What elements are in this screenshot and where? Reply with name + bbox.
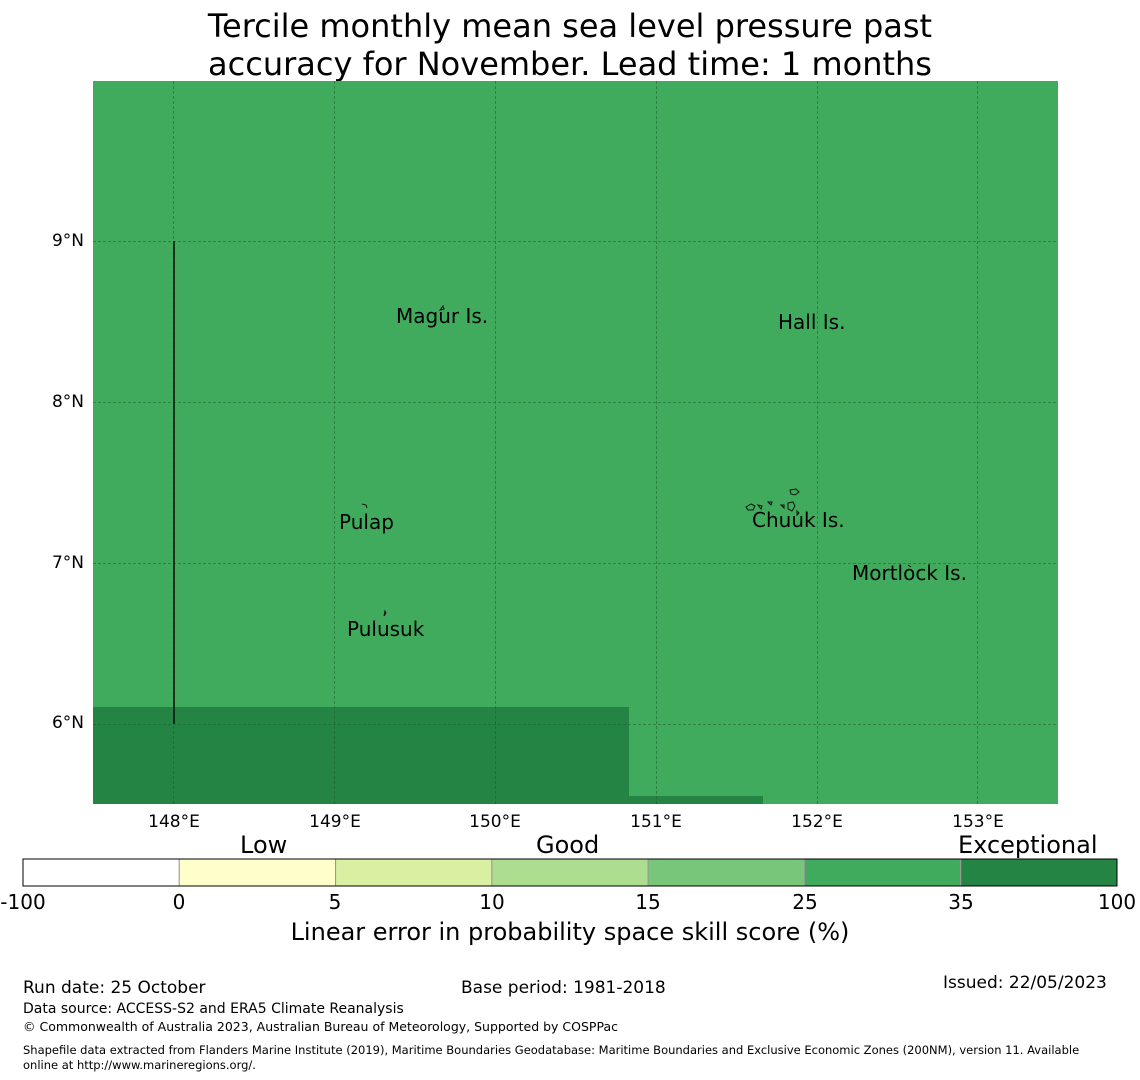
place-label-pulusuk: Pulusuk [347, 617, 425, 641]
skill-field [93, 81, 1058, 804]
island-mortlock [907, 564, 912, 568]
lat-label-7n: 7°N [51, 553, 84, 573]
colorbar-swatch [803, 858, 962, 887]
colorbar-swatch [22, 858, 180, 887]
colorbar-tick: 25 [792, 890, 818, 914]
copyright: © Commonwealth of Australia 2023, Austra… [23, 1019, 618, 1034]
colorbar-frame [22, 858, 1118, 887]
island-magur [438, 304, 445, 311]
exceptional-region [629, 796, 763, 804]
category-low: Low [240, 831, 288, 859]
colorbar-tick: 10 [479, 890, 505, 914]
lon-label-148e: 148°E [148, 812, 200, 832]
chart-title-line1: Tercile monthly mean sea level pressure … [207, 7, 933, 45]
colorbar-tick: 0 [172, 890, 186, 914]
lat-label-9n: 9°N [51, 231, 84, 251]
colorbar-swatch [960, 858, 1118, 887]
colorbar-swatch [178, 858, 337, 887]
exceptional-region [93, 707, 629, 804]
lat-label-8n: 8°N [51, 392, 84, 412]
lon-label-153e: 153°E [952, 812, 1004, 832]
shapefile-credit-line2: online at http://www.marineregions.org/. [23, 1058, 256, 1072]
lon-label-149e: 149°E [309, 812, 361, 832]
colorbar-tick: 5 [328, 890, 342, 914]
run-date: Run date: 25 October [23, 978, 206, 998]
category-good: Good [536, 831, 600, 859]
colorbar-swatch [647, 858, 805, 887]
colorbar-tick: -100 [0, 890, 46, 914]
island-pulap [361, 503, 368, 509]
lon-label-151e: 151°E [630, 812, 682, 832]
colorbar-tick: 15 [635, 890, 661, 914]
colorbar-swatch [335, 858, 493, 887]
lat-label-6n: 6°N [51, 713, 84, 733]
category-exceptional: Exceptional [958, 831, 1098, 859]
data-source: Data source: ACCESS-S2 and ERA5 Climate … [23, 1001, 404, 1017]
island-pulusuk [383, 609, 387, 617]
island-outlines [361, 304, 912, 617]
issued-date: Issued: 22/05/2023 [943, 973, 1107, 993]
place-label-chuuk: Chuuk Is. [752, 508, 845, 532]
place-label-hall: Hall Is. [778, 310, 846, 334]
place-label-magur: Magur Is. [396, 304, 489, 328]
base-period: Base period: 1981-2018 [461, 978, 666, 998]
colorbar [22, 858, 1118, 887]
place-label-pulap: Pulap [339, 510, 394, 534]
colorbar-swatch [491, 858, 649, 887]
lon-label-152e: 152°E [791, 812, 843, 832]
chart-title-line2: accuracy for November. Lead time: 1 mont… [208, 45, 932, 83]
colorbar-tick: 35 [948, 890, 974, 914]
place-label-mortlock: Mortlock Is. [852, 561, 967, 585]
lon-label-150e: 150°E [469, 812, 521, 832]
colorbar-tick: 100 [1097, 890, 1137, 914]
shapefile-credit-line1: Shapefile data extracted from Flanders M… [23, 1043, 1080, 1057]
island-chuuk-lagoon [745, 488, 800, 517]
colorbar-title: Linear error in probability space skill … [290, 918, 850, 946]
